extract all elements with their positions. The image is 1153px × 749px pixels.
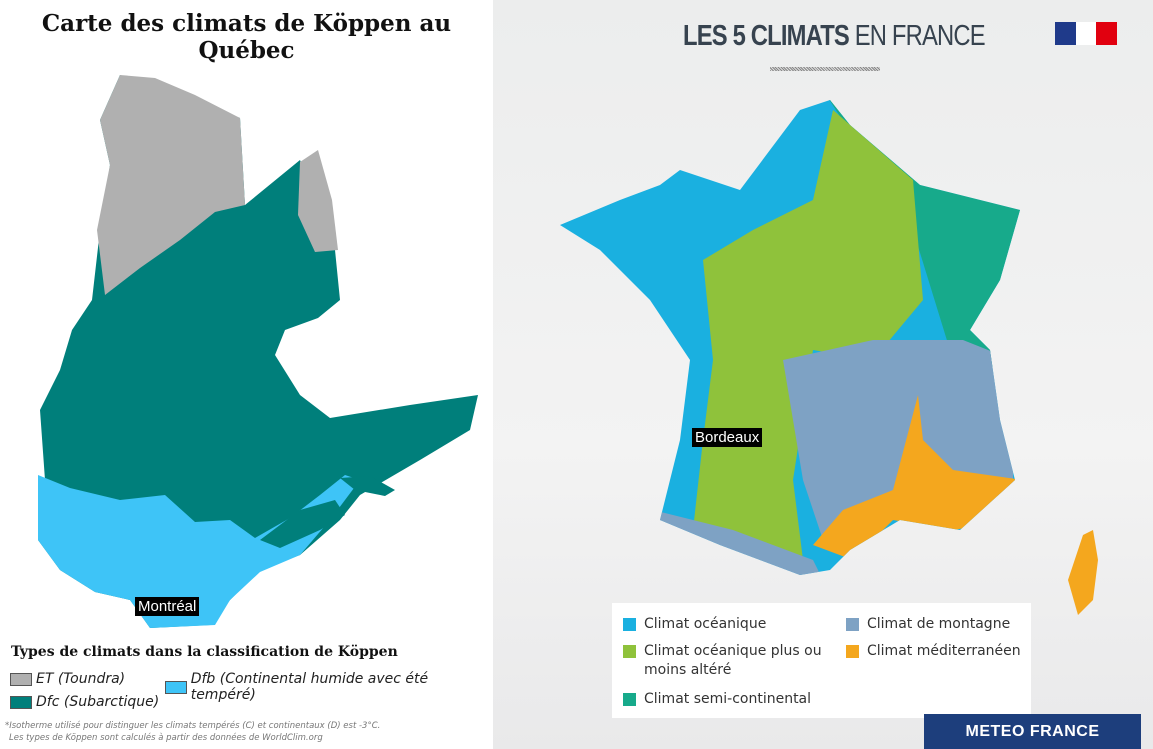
legend-label: Climat océanique xyxy=(644,616,767,632)
france-panel: LES 5 CLIMATS EN FRANCE Bordeaux Climat … xyxy=(493,0,1153,749)
swatch xyxy=(623,645,636,658)
region-et xyxy=(97,75,245,295)
montreal-label: Montréal xyxy=(135,597,200,616)
region-dfb xyxy=(38,475,360,628)
legend-item-montagne: Climat de montagne xyxy=(846,615,1010,634)
legend-label: Climat semi-continental xyxy=(644,691,812,707)
quebec-map-title: Carte des climats de Köppen au Québec xyxy=(41,10,452,64)
swatch-dfc xyxy=(10,695,32,709)
bordeaux-label: Bordeaux xyxy=(692,428,763,447)
legend-label: Climat méditerranéen xyxy=(867,643,1021,659)
region-mediterraneen xyxy=(813,395,1020,560)
region-et-east xyxy=(298,150,338,252)
corsica xyxy=(1068,530,1098,615)
marianne-logo xyxy=(1055,22,1118,45)
quebec-panel: Carte des climats de Köppen au Québec Mo… xyxy=(0,0,493,749)
swatch-et xyxy=(10,672,32,686)
legend-item-mediterraneen: Climat méditerranéen xyxy=(846,642,1021,661)
legend-item-dfb: Dfb (Continental humide avec été tempéré… xyxy=(165,671,493,703)
legend-item-oceanique-altere: Climat océanique plus ou moins altéré xyxy=(623,642,823,680)
region-montagne xyxy=(783,340,1013,540)
legend-label: ET (Toundra) xyxy=(36,671,126,687)
legend-label: Climat de montagne xyxy=(867,616,1011,632)
swatch-dfb xyxy=(165,680,187,694)
france-legend: Climat océanique Climat de montagne Clim… xyxy=(612,603,1031,718)
title-underline xyxy=(770,67,880,71)
gaspesie xyxy=(260,500,345,548)
france-map-title: LES 5 CLIMATS EN FRANCE xyxy=(683,20,986,53)
island-anticosti xyxy=(340,476,395,496)
swatch xyxy=(623,693,636,706)
title-bold: LES 5 CLIMATS xyxy=(683,20,850,52)
france-map xyxy=(560,100,1098,615)
legend-item-semi-continental: Climat semi-continental xyxy=(623,690,811,709)
swatch xyxy=(846,645,859,658)
swatch xyxy=(623,618,636,631)
swatch xyxy=(846,618,859,631)
legend-item-oceanique: Climat océanique xyxy=(623,615,766,634)
title-light: EN FRANCE xyxy=(854,20,986,52)
footnote-source: Les types de Köppen sont calculés à part… xyxy=(9,733,323,743)
region-oceanique-altere xyxy=(693,110,923,560)
legend-label: Dfb (Continental humide avec été tempéré… xyxy=(190,671,429,703)
legend-label: Dfc (Subarctique) xyxy=(36,694,160,710)
quebec-map xyxy=(38,75,478,628)
legend-item-dfc: Dfc (Subarctique) xyxy=(10,694,159,710)
quebec-legend-title: Types de climats dans la classification … xyxy=(11,644,398,660)
footnote-isotherm: *Isotherme utilisé pour distinguer les c… xyxy=(5,721,381,731)
legend-label: Climat océanique plus ou moins altéré xyxy=(644,643,822,678)
legend-item-et: ET (Toundra) xyxy=(10,671,125,687)
meteo-france-logo: METEO FRANCE xyxy=(924,714,1141,749)
